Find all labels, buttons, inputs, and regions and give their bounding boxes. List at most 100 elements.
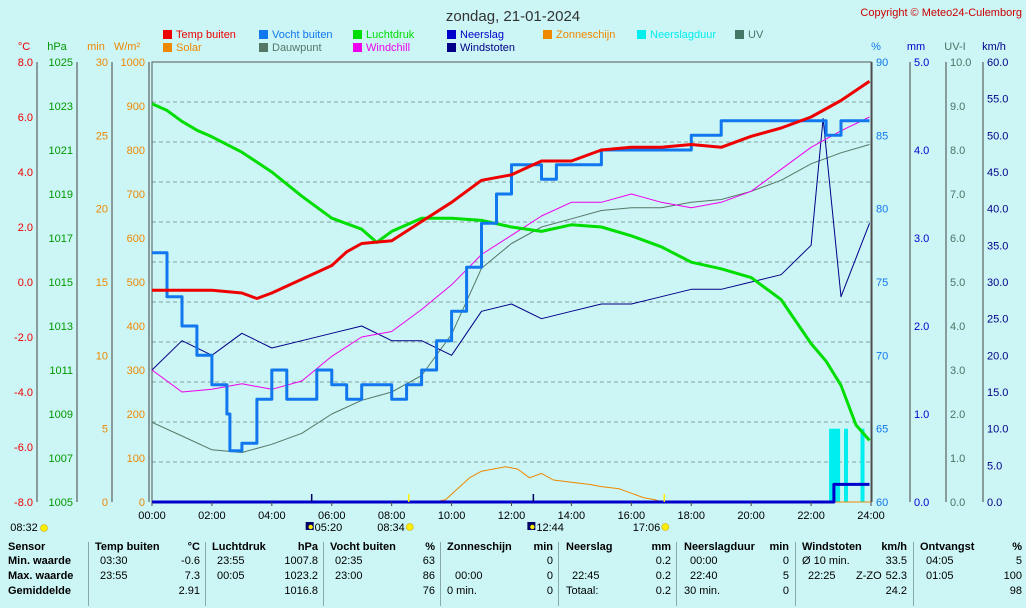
axis-tick-label: -8.0 bbox=[14, 497, 33, 509]
sun-half-core bbox=[530, 524, 535, 530]
legend: Temp buiten Vocht buiten Luchtdruk Neerslag… bbox=[163, 29, 764, 54]
axis-tick-label: 4.0 bbox=[950, 321, 965, 333]
axis-tick-label: -2.0 bbox=[14, 332, 33, 344]
stats-labels: Sensor Min. waarde Max. waarde Gemiddeld… bbox=[8, 540, 88, 608]
stats-humidity-unit: % bbox=[425, 541, 435, 553]
legend-label: Neerslag bbox=[460, 29, 504, 41]
stats-label-sensor: Sensor bbox=[8, 541, 46, 553]
x-tick-label: 22:00 bbox=[797, 510, 825, 522]
axis-tick-label: 1005 bbox=[49, 497, 73, 509]
axis-tick-label: 80 bbox=[876, 204, 888, 216]
x-tick-label: 02:00 bbox=[198, 510, 226, 522]
x-tick-label: 10:00 bbox=[438, 510, 466, 522]
stats-rainduration-max: 5 bbox=[782, 570, 789, 582]
axis-tick-label: 2.0 bbox=[950, 409, 965, 421]
sun-icon bbox=[40, 524, 48, 532]
legend-label: UV bbox=[748, 29, 764, 41]
stats-rainduration-title: Neerslagduur bbox=[684, 541, 755, 553]
axis-tick-label: 5.0 bbox=[987, 460, 1002, 472]
stats-temp: Temp buiten °C 03:30 -0.6 23:55 7.3 2.91 bbox=[95, 540, 200, 608]
stats-rain-min: 0.2 bbox=[655, 555, 671, 567]
stats-temp-min: -0.6 bbox=[181, 555, 200, 567]
stats-humidity-min: 63 bbox=[422, 555, 435, 567]
stats-pressure-min-time: 23:55 bbox=[217, 555, 245, 567]
stats-temp-avg: 2.91 bbox=[178, 585, 200, 597]
left-axes: °C8.06.04.02.00.0-2.0-4.0-6.0-8.0hPa1025… bbox=[14, 41, 150, 509]
axis-tick-label: 8.0 bbox=[950, 145, 965, 157]
series-solar bbox=[152, 466, 871, 503]
stats-reception-max-time: 01:05 bbox=[926, 570, 954, 582]
stats-pressure-min: 1007.8 bbox=[284, 555, 318, 567]
axis-tick-label: 1021 bbox=[49, 145, 73, 157]
stats-humidity-avg: 76 bbox=[422, 585, 435, 597]
axis-unit: min bbox=[87, 41, 105, 53]
axis-tick-label: 1023 bbox=[49, 101, 73, 113]
stats-reception-unit: % bbox=[1012, 541, 1022, 553]
axis-tick-label: 0 bbox=[139, 497, 145, 509]
stats-sunshine-avg-label: 0 min. bbox=[447, 585, 477, 597]
axis-tick-label: 15.0 bbox=[987, 387, 1008, 399]
stats-pressure: Luchtdruk hPa 23:55 1007.8 00:05 1023.2 101… bbox=[212, 540, 318, 608]
x-tick-label: 12:00 bbox=[498, 510, 526, 522]
stats-sunshine-unit: min bbox=[533, 541, 553, 553]
x-tick-label: 04:00 bbox=[258, 510, 286, 522]
legend-swatch bbox=[447, 30, 456, 39]
series-neerslagduur-bar bbox=[844, 428, 848, 502]
sun-markers: 08:32 05:20 08:34 12:44 17:06 bbox=[10, 494, 670, 534]
stats-gust-max-time: 22:25 bbox=[808, 570, 836, 582]
right-axes: % 90 85 80 75 70 65 60 mm 5.0 4.0 3.0 2.0 1.0 0.0 UV-I 1… bbox=[871, 41, 1008, 509]
series-layer bbox=[151, 80, 871, 504]
axis-tick-label: 1025 bbox=[49, 57, 73, 69]
axis-tick-label: 10.0 bbox=[950, 57, 971, 69]
stats-reception-avg: 98 bbox=[1009, 585, 1022, 597]
series-temp-buiten bbox=[152, 80, 871, 300]
x-axis: 00:00 02:00 04:00 06:00 08:00 10:00 12:00 14:00… bbox=[138, 502, 885, 522]
axis-tick-label: 0 bbox=[102, 497, 108, 509]
axis-tick-label: 1.0 bbox=[914, 409, 929, 421]
plot-area bbox=[151, 61, 872, 503]
legend-swatch bbox=[637, 30, 646, 39]
legend-swatch bbox=[259, 43, 268, 52]
axis-tick-label: 2.0 bbox=[914, 321, 929, 333]
axis-tick-label: 75 bbox=[876, 277, 888, 289]
legend-label: Neerslagduur bbox=[650, 29, 716, 41]
stats-temp-max: 7.3 bbox=[184, 570, 200, 582]
stats-reception-min-time: 04:05 bbox=[926, 555, 954, 567]
axis-tick-label: 20 bbox=[96, 204, 108, 216]
legend-label: Windchill bbox=[366, 42, 410, 54]
series-neerslagduur-bar bbox=[860, 428, 865, 502]
axis-tick-label: 3.0 bbox=[914, 233, 929, 245]
x-tick-label: 24:00 bbox=[857, 510, 885, 522]
axis-tick-label: 60.0 bbox=[987, 57, 1008, 69]
stats-gust-max: 52.3 bbox=[885, 570, 907, 582]
stats-rain-max-time: 22:45 bbox=[572, 570, 600, 582]
stats-temp-unit: °C bbox=[187, 541, 200, 553]
axis-unit: W/m² bbox=[114, 41, 141, 53]
legend-swatch bbox=[353, 43, 362, 52]
axis-tick-label: 6.0 bbox=[18, 112, 33, 124]
axis-tick-label: 1011 bbox=[49, 365, 73, 377]
sun-marker-label: 17:06 bbox=[633, 522, 661, 534]
axis-tick-label: 0.0 bbox=[914, 497, 929, 509]
sun-half-core bbox=[308, 524, 313, 530]
axis-tick-label: 55.0 bbox=[987, 94, 1008, 106]
axis-tick-label: 6.0 bbox=[950, 233, 965, 245]
axis-tick-label: 15 bbox=[96, 277, 108, 289]
legend-label: Windstoten bbox=[460, 42, 515, 54]
axis-tick-label: 900 bbox=[127, 101, 145, 113]
stats-humidity-max: 86 bbox=[422, 570, 435, 582]
x-tick-label: 20:00 bbox=[737, 510, 765, 522]
series-neerslagduur-bar bbox=[829, 428, 841, 502]
stats-gust-min-label: Ø 10 min. bbox=[802, 555, 850, 567]
stats-gust-unit: km/h bbox=[881, 541, 907, 553]
axis-tick-label: 25 bbox=[96, 130, 108, 142]
axis-tick-label: 40.0 bbox=[987, 204, 1008, 216]
axis-tick-label: 300 bbox=[127, 365, 145, 377]
axis-tick-label: 1017 bbox=[49, 233, 73, 245]
legend-swatch bbox=[735, 30, 744, 39]
axis-tick-label: 9.0 bbox=[950, 101, 965, 113]
axis-tick-label: 10.0 bbox=[987, 424, 1008, 436]
axis-tick-label: 30 bbox=[96, 57, 108, 69]
axis-tick-label: 10 bbox=[96, 350, 108, 362]
sun-marker-label: 05:20 bbox=[315, 522, 343, 534]
